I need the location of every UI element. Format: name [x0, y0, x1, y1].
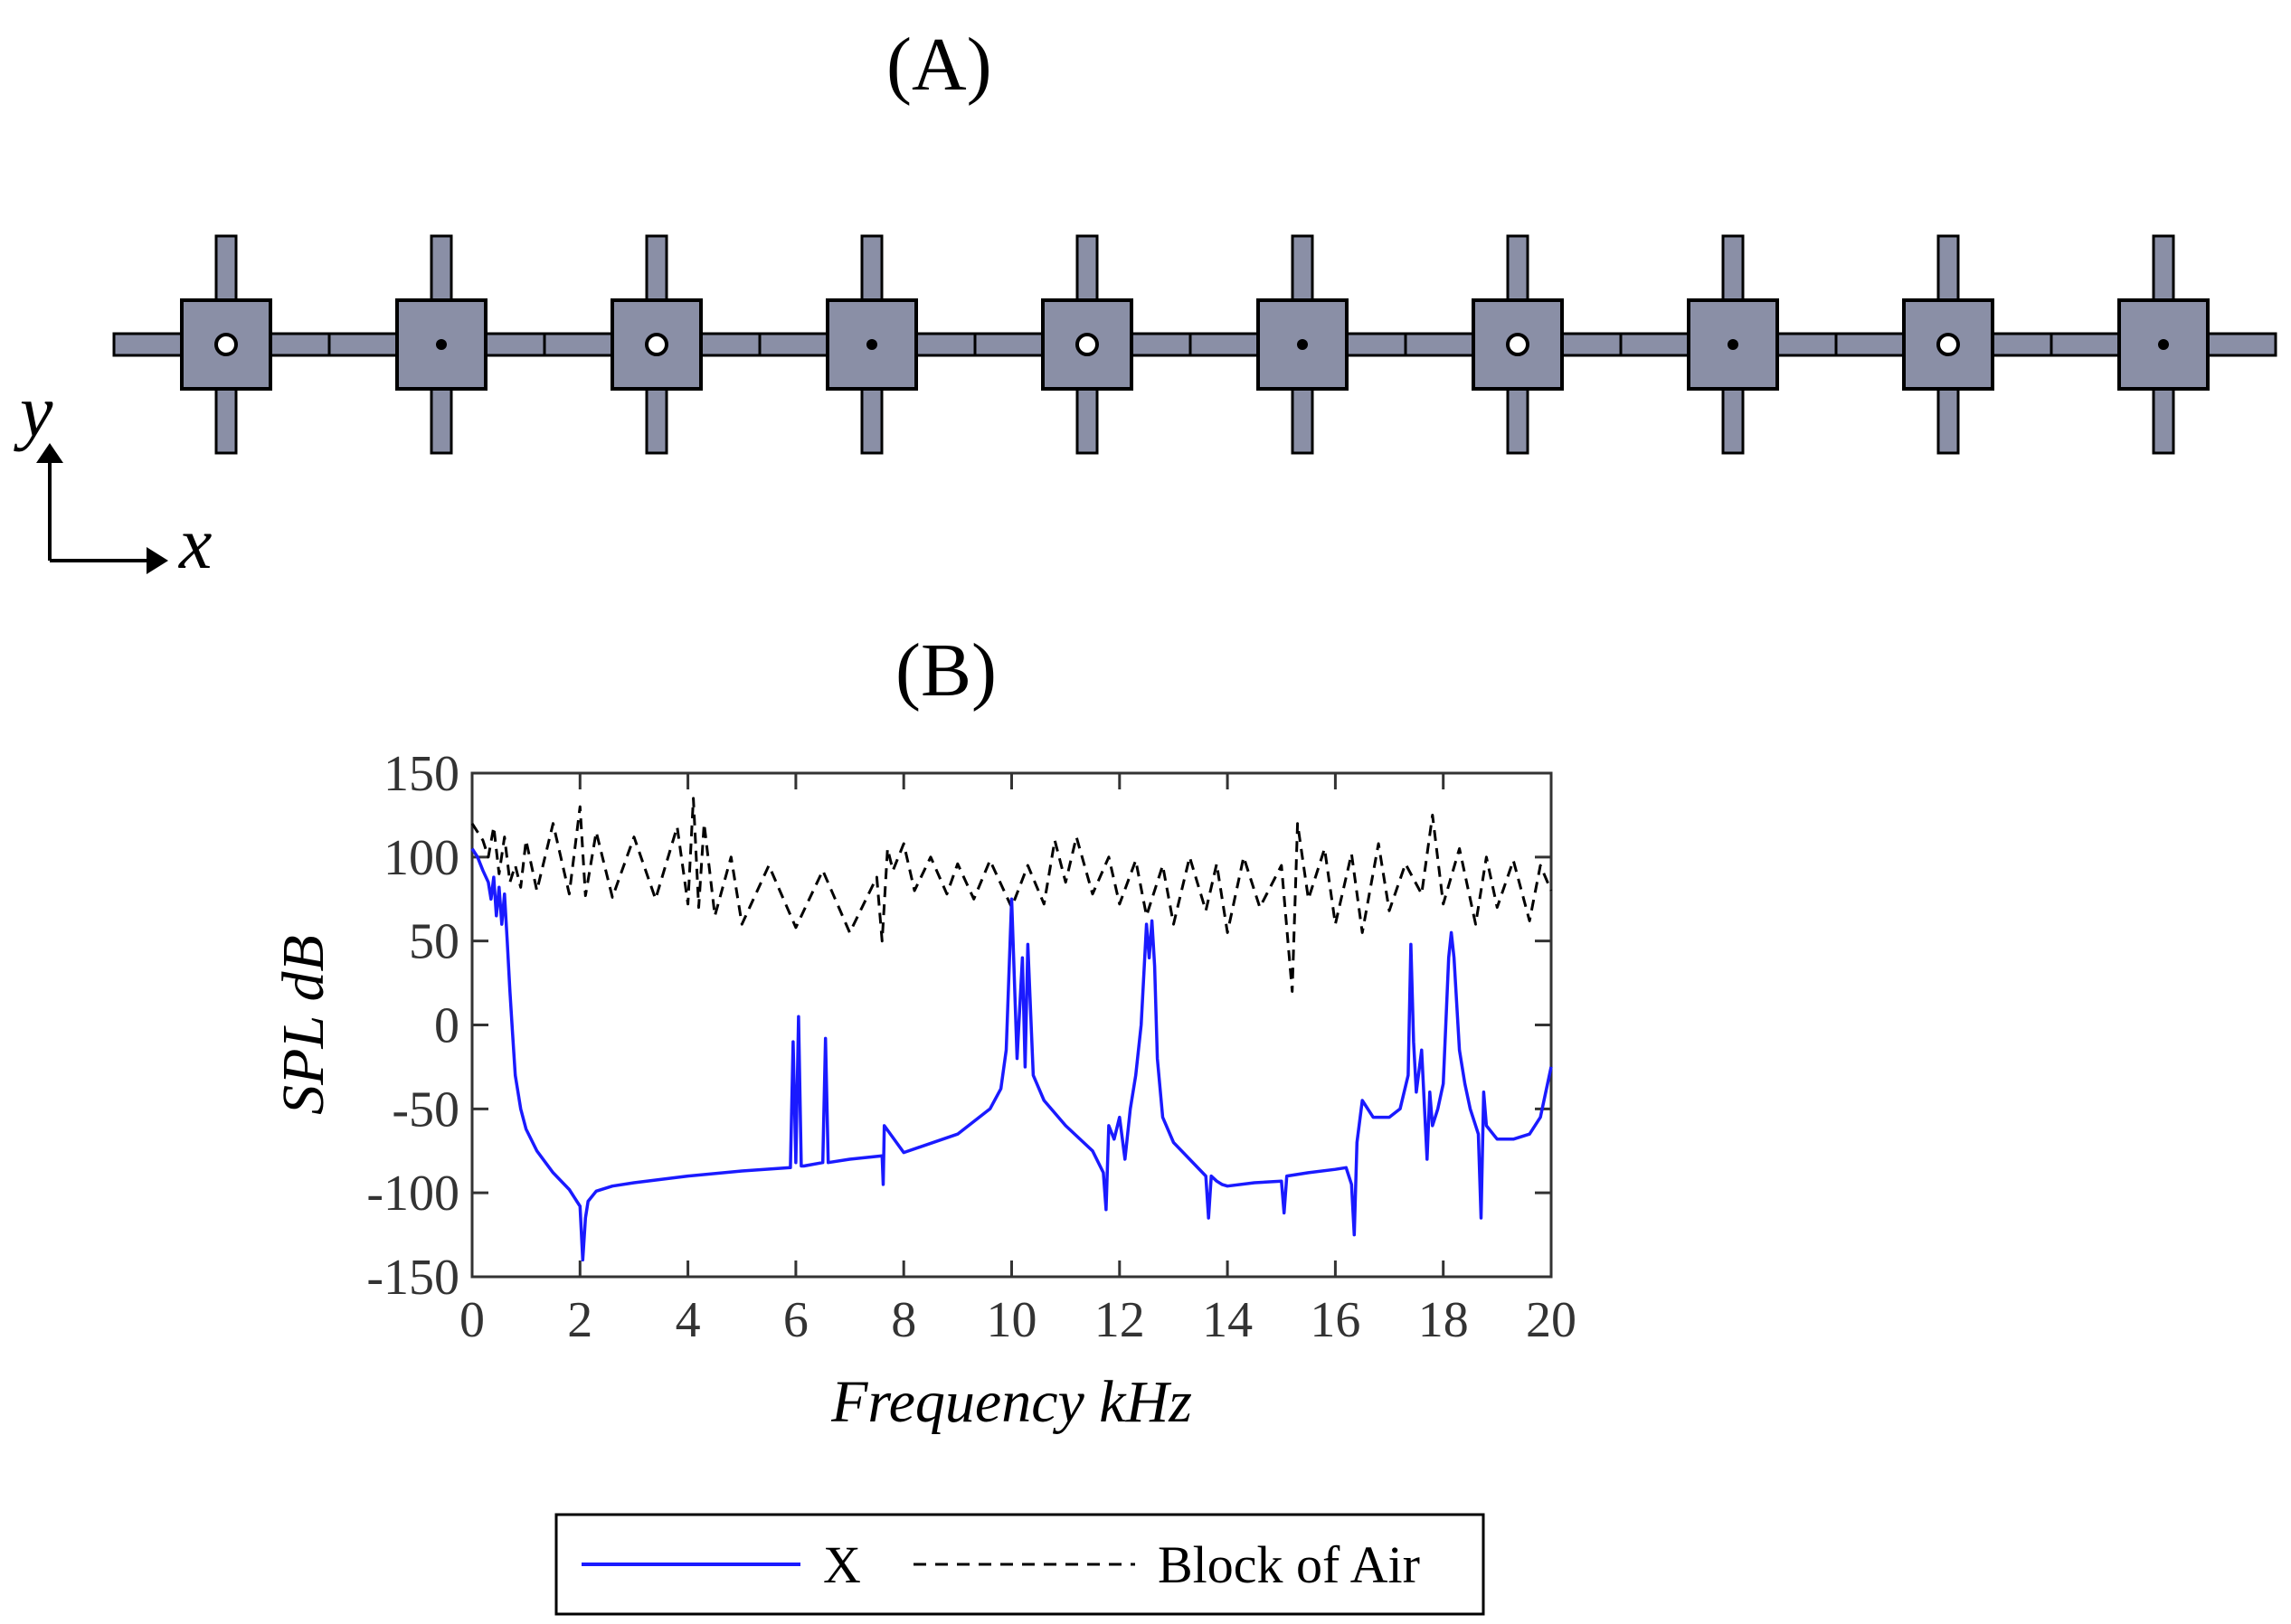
cell-inclusion-dot	[1297, 339, 1308, 350]
unit-cell	[973, 234, 1201, 455]
unit-cell	[543, 234, 771, 455]
cell-chain	[112, 234, 2277, 455]
x-ticks: 0 2 4 6 8 10 12 14 16 18 20	[459, 773, 1576, 1348]
phononic-schematic: y x	[14, 234, 2277, 584]
cell-stub-left	[543, 332, 614, 357]
cell-inclusion-ring	[645, 333, 668, 356]
unit-cell	[1188, 234, 1416, 455]
cell-stub-right	[2206, 332, 2277, 357]
x-axis-letter: x	[178, 502, 212, 584]
unit-cell	[1404, 234, 1632, 455]
cell-inclusion-ring	[1506, 333, 1529, 356]
unit-cell	[112, 234, 340, 455]
x-tick-label: 2	[567, 1292, 592, 1348]
y-tick-label: 150	[383, 746, 459, 802]
cell-inclusion-dot	[2158, 339, 2169, 350]
y-tick-label: -50	[392, 1081, 459, 1138]
x-tick-label: 4	[676, 1292, 701, 1348]
x-tick-label: 0	[459, 1292, 485, 1348]
x-tick-label: 8	[891, 1292, 916, 1348]
y-axis-letter: y	[14, 370, 53, 452]
cell-stub-left	[327, 332, 399, 357]
cell-stub-right	[1345, 332, 1416, 357]
cell-inclusion-dot	[1728, 339, 1738, 350]
cell-inclusion-ring	[1075, 333, 1099, 356]
legend-label-x: X	[823, 1535, 861, 1594]
y-tick-label: -150	[366, 1250, 459, 1306]
cell-stub-left	[1619, 332, 1690, 357]
cell-inclusion-dot	[436, 339, 447, 350]
x-tick-label: 16	[1310, 1292, 1360, 1348]
y-ticks: 150 100 50 0 -50 -100 -150	[366, 746, 1551, 1306]
unit-cell	[1834, 234, 2062, 455]
x-axis-title: Frequency kHz	[830, 1369, 1192, 1435]
y-tick-label: -100	[366, 1166, 459, 1222]
plot-frame	[470, 771, 1553, 1279]
y-tick-label: 50	[409, 914, 459, 970]
series-lines	[470, 797, 1553, 1262]
unit-cell	[2050, 234, 2277, 455]
coordinate-axes: y x	[14, 370, 212, 584]
series-line-x	[470, 847, 1553, 1262]
cell-inclusion-ring	[214, 333, 238, 356]
x-tick-label: 10	[987, 1292, 1037, 1348]
cell-inclusion-dot	[866, 339, 877, 350]
panel-label-a: (A)	[886, 23, 992, 107]
plot-area-border	[470, 771, 1553, 1279]
y-tick-label: 100	[383, 830, 459, 886]
legend: X Block of Air	[554, 1513, 1485, 1616]
legend-label-air: Block of Air	[1158, 1535, 1420, 1594]
y-axis-title: SPL dB	[270, 935, 336, 1115]
cell-inclusion-ring	[1936, 333, 1960, 356]
x-tick-label: 18	[1418, 1292, 1469, 1348]
unit-cell	[1619, 234, 1847, 455]
unit-cell	[758, 234, 986, 455]
x-tick-label: 14	[1202, 1292, 1253, 1348]
x-tick-label: 6	[783, 1292, 809, 1348]
x-tick-label: 12	[1094, 1292, 1145, 1348]
x-tick-label: 20	[1526, 1292, 1576, 1348]
series-line-block-of-air	[470, 797, 1553, 993]
panel-label-b: (B)	[895, 628, 997, 713]
y-tick-label: 0	[434, 998, 459, 1054]
